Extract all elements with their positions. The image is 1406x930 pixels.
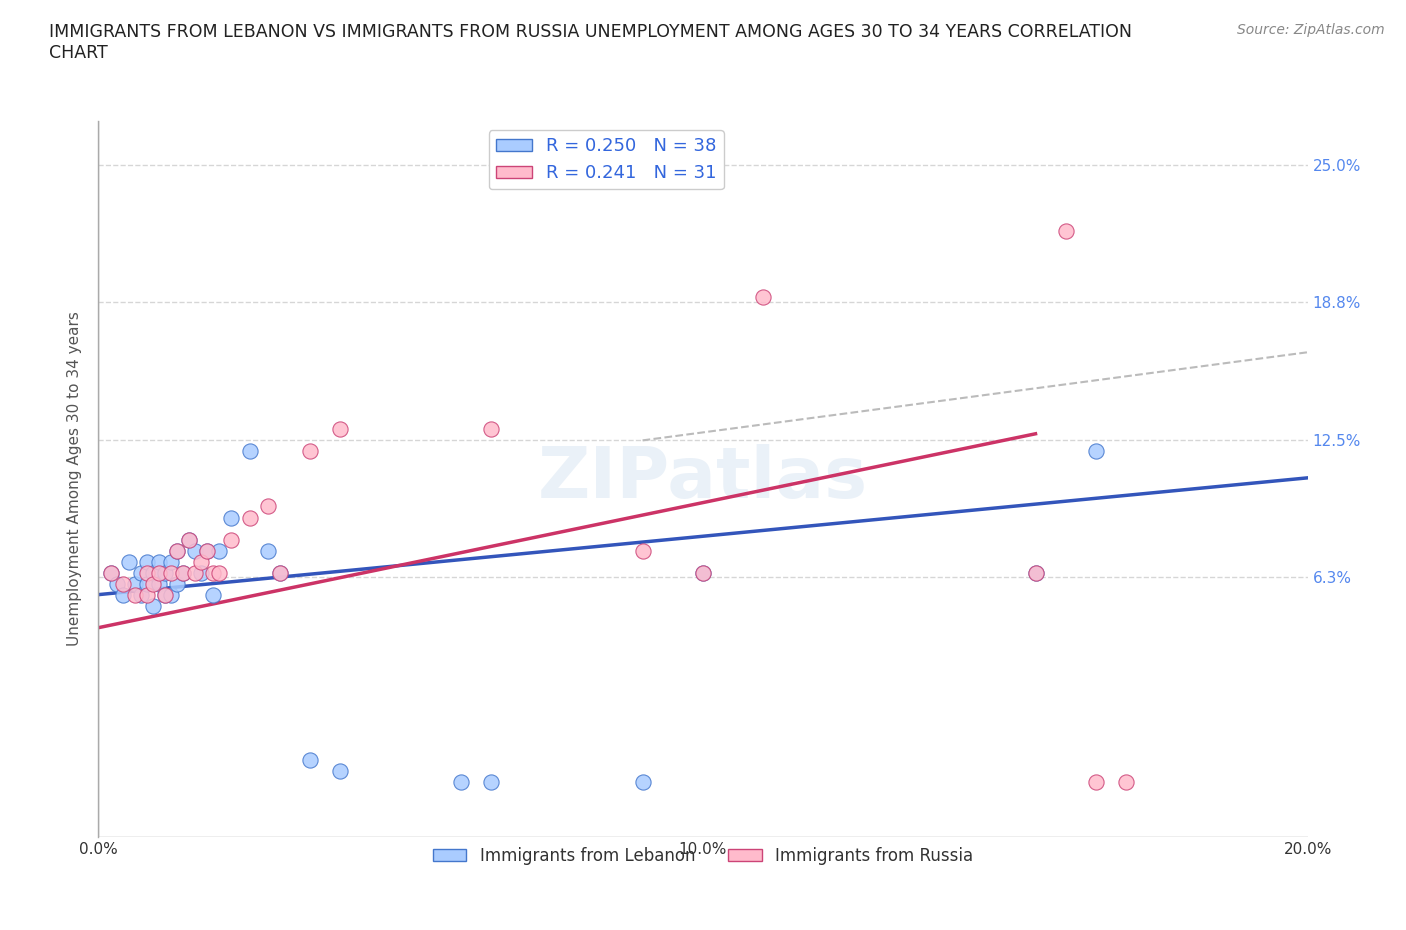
Point — [221, 510, 243, 525]
Point — [124, 577, 146, 591]
Point — [142, 598, 165, 613]
Point — [184, 543, 207, 558]
Point — [208, 565, 231, 580]
Point — [153, 587, 176, 602]
Point — [202, 587, 225, 602]
Text: IMMIGRANTS FROM LEBANON VS IMMIGRANTS FROM RUSSIA UNEMPLOYMENT AMONG AGES 30 TO : IMMIGRANTS FROM LEBANON VS IMMIGRANTS FR… — [49, 23, 1132, 62]
Point — [269, 565, 291, 580]
Point — [692, 565, 714, 580]
Point — [142, 565, 165, 580]
Point — [129, 587, 152, 602]
Point — [124, 587, 146, 602]
Point — [1085, 444, 1108, 458]
Point — [105, 577, 128, 591]
Text: Source: ZipAtlas.com: Source: ZipAtlas.com — [1237, 23, 1385, 37]
Point — [100, 565, 122, 580]
Point — [329, 422, 352, 437]
Legend: Immigrants from Lebanon, Immigrants from Russia: Immigrants from Lebanon, Immigrants from… — [426, 841, 980, 871]
Point — [172, 565, 194, 580]
Point — [179, 532, 201, 547]
Point — [160, 554, 183, 569]
Point — [299, 444, 322, 458]
Point — [450, 775, 472, 790]
Point — [111, 587, 134, 602]
Point — [256, 499, 278, 514]
Point — [135, 577, 157, 591]
Point — [142, 577, 165, 591]
Point — [166, 543, 188, 558]
Point — [1085, 775, 1108, 790]
Point — [135, 554, 157, 569]
Point — [1115, 775, 1137, 790]
Point — [129, 565, 152, 580]
Point — [1024, 565, 1046, 580]
Point — [135, 565, 157, 580]
Point — [299, 752, 322, 767]
Point — [329, 764, 352, 778]
Text: ZIPatlas: ZIPatlas — [538, 445, 868, 513]
Point — [631, 543, 654, 558]
Point — [1024, 565, 1046, 580]
Point — [118, 554, 141, 569]
Point — [239, 444, 262, 458]
Point — [195, 543, 218, 558]
Point — [148, 577, 170, 591]
Point — [100, 565, 122, 580]
Point — [179, 532, 201, 547]
Point — [208, 543, 231, 558]
Point — [153, 587, 176, 602]
Point — [160, 587, 183, 602]
Point — [269, 565, 291, 580]
Point — [221, 532, 243, 547]
Point — [190, 565, 212, 580]
Point — [153, 565, 176, 580]
Point — [160, 565, 183, 580]
Y-axis label: Unemployment Among Ages 30 to 34 years: Unemployment Among Ages 30 to 34 years — [67, 312, 83, 646]
Point — [166, 577, 188, 591]
Point — [166, 543, 188, 558]
Point — [1054, 223, 1077, 238]
Point — [202, 565, 225, 580]
Point — [190, 554, 212, 569]
Point — [631, 775, 654, 790]
Point — [481, 422, 503, 437]
Point — [481, 775, 503, 790]
Point — [256, 543, 278, 558]
Point — [752, 290, 775, 305]
Point — [148, 565, 170, 580]
Point — [239, 510, 262, 525]
Point — [195, 543, 218, 558]
Point — [111, 577, 134, 591]
Point — [135, 587, 157, 602]
Point — [692, 565, 714, 580]
Point — [172, 565, 194, 580]
Point — [148, 554, 170, 569]
Point — [184, 565, 207, 580]
